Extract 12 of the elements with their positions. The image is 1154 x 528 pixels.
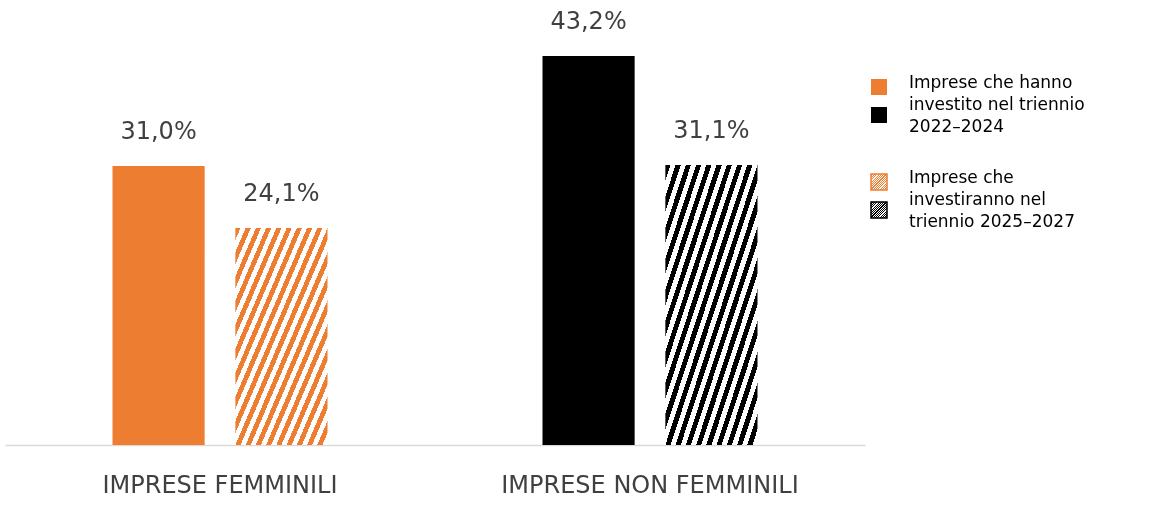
data-label: 43,2%: [550, 7, 627, 36]
x-tick-label: IMPRESE FEMMINILI: [102, 470, 338, 499]
data-label: 24,1%: [243, 179, 320, 208]
data-label: 31,0%: [120, 116, 197, 145]
bar: [542, 56, 635, 445]
bar: [235, 228, 328, 445]
legend-label: Imprese che investiranno nel triennio 2025–2027: [909, 167, 1075, 231]
data-label: 31,1%: [673, 116, 750, 145]
bar: [665, 165, 758, 445]
legend-label: Imprese che hanno investito nel triennio 2022–2024: [909, 72, 1085, 136]
x-tick-label: IMPRESE NON FEMMINILI: [501, 470, 799, 499]
bar: [112, 165, 205, 445]
